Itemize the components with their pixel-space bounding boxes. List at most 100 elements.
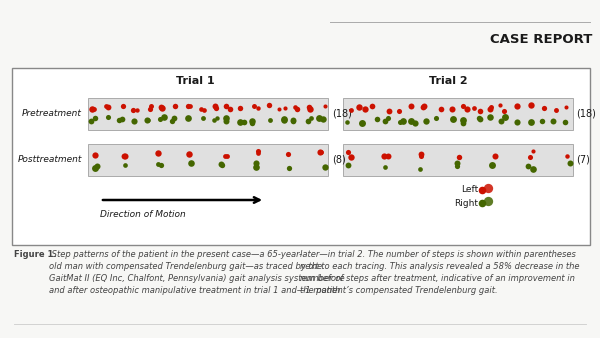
Text: Right: Right <box>454 198 478 208</box>
Point <box>383 153 392 159</box>
Point <box>528 166 538 171</box>
Point <box>303 119 313 124</box>
Point <box>447 106 457 112</box>
Point <box>90 165 100 171</box>
Point <box>167 118 177 123</box>
Point <box>183 103 193 109</box>
Point <box>561 104 571 110</box>
Point <box>184 151 194 156</box>
Point <box>487 163 497 168</box>
Point <box>253 105 263 111</box>
Text: Direction of Motion: Direction of Motion <box>100 210 186 219</box>
Point <box>280 105 289 111</box>
Point <box>265 118 274 123</box>
Point <box>305 106 315 112</box>
Point <box>253 150 262 156</box>
Point <box>475 116 485 122</box>
Point <box>274 107 284 112</box>
Point <box>283 151 292 156</box>
Point <box>153 150 163 155</box>
Point <box>247 120 257 125</box>
Point <box>343 149 353 154</box>
Point <box>210 103 220 108</box>
Point <box>410 120 420 125</box>
Point <box>496 118 506 123</box>
Point <box>342 120 352 125</box>
Text: Trial 1: Trial 1 <box>176 76 214 86</box>
Point <box>101 103 111 108</box>
Point <box>372 116 382 122</box>
Point <box>225 106 235 112</box>
Bar <box>88 98 328 130</box>
Point <box>92 164 101 169</box>
Point <box>490 153 500 159</box>
Point <box>406 118 416 123</box>
Point <box>247 118 257 124</box>
Point <box>280 117 289 123</box>
Point <box>474 115 484 120</box>
Point <box>475 108 485 114</box>
Point <box>551 107 560 113</box>
Point <box>279 116 289 122</box>
Point <box>158 105 167 111</box>
Point <box>235 119 245 124</box>
Point <box>146 104 155 109</box>
Point <box>118 116 127 121</box>
Point <box>221 104 231 109</box>
Point <box>454 154 464 160</box>
Text: Trial 2: Trial 2 <box>428 76 467 86</box>
Point <box>114 117 124 122</box>
Point <box>548 119 558 124</box>
Text: (18): (18) <box>332 109 352 119</box>
Point <box>104 104 113 110</box>
Point <box>431 115 441 120</box>
Text: (7): (7) <box>576 155 590 165</box>
Text: (18): (18) <box>576 109 596 119</box>
Point <box>155 117 165 122</box>
Point <box>357 120 367 125</box>
Point <box>156 104 166 109</box>
Point <box>314 116 324 121</box>
Point <box>395 119 405 125</box>
Point <box>91 152 100 157</box>
Point <box>346 107 356 112</box>
Point <box>250 103 259 108</box>
Point <box>142 118 152 123</box>
Point <box>537 118 547 123</box>
Text: Posttreatment: Posttreatment <box>17 155 82 165</box>
Point <box>458 103 468 109</box>
Text: (8): (8) <box>332 155 346 165</box>
Point <box>495 103 505 108</box>
Point <box>384 108 394 113</box>
Point <box>239 119 249 124</box>
Point <box>128 107 138 112</box>
Point <box>458 117 468 123</box>
Point <box>524 164 533 169</box>
Point <box>380 164 390 169</box>
Point <box>198 116 208 121</box>
Point <box>406 103 416 108</box>
Point <box>120 163 130 168</box>
Point <box>344 162 353 167</box>
Point <box>196 106 205 112</box>
Point <box>394 108 404 114</box>
Point <box>483 198 493 204</box>
Point <box>159 114 169 120</box>
Point <box>89 107 98 112</box>
Point <box>560 119 569 124</box>
Point <box>118 103 127 108</box>
Point <box>526 103 535 108</box>
Bar <box>343 144 573 176</box>
Bar <box>88 144 328 176</box>
Point <box>187 161 196 166</box>
Point <box>304 104 313 110</box>
Point <box>265 102 274 108</box>
Point <box>485 106 495 112</box>
Point <box>221 119 231 124</box>
Point <box>398 118 408 124</box>
Text: Pretreatment: Pretreatment <box>22 110 82 119</box>
Point <box>487 104 496 109</box>
Point <box>235 105 245 111</box>
Point <box>512 119 521 125</box>
Point <box>418 104 428 110</box>
